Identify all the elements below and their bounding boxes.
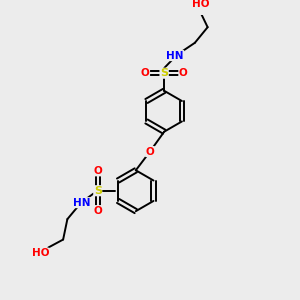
Text: HN: HN (74, 198, 91, 208)
Text: O: O (93, 206, 102, 216)
Text: O: O (141, 68, 149, 78)
Text: O: O (93, 166, 102, 176)
Text: O: O (146, 146, 154, 157)
Text: HO: HO (32, 248, 49, 258)
Text: S: S (94, 186, 102, 196)
Text: HN: HN (166, 51, 184, 61)
Text: O: O (179, 68, 188, 78)
Text: S: S (160, 68, 168, 78)
Text: HO: HO (192, 0, 209, 10)
